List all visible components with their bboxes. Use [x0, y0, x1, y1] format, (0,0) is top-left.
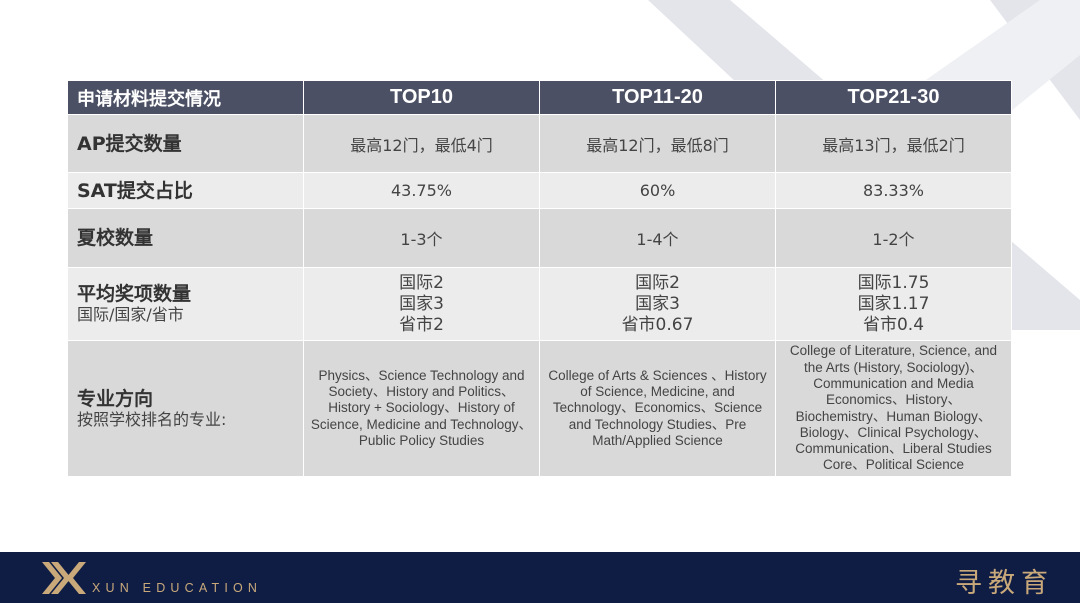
- row-label-main: SAT提交占比: [77, 179, 193, 202]
- table-cell: 43.75%: [303, 172, 540, 209]
- table-row-ap: AP提交数量 最高12门，最低4门 最高12门，最低8门 最高13门，最低2门: [67, 114, 1012, 173]
- header-cell-top11-20: TOP11-20: [539, 80, 776, 115]
- award-line: 国家1.17: [857, 293, 930, 314]
- header-cell-top10: TOP10: [303, 80, 540, 115]
- row-label-majors: 专业方向 按照学校排名的专业:: [67, 340, 304, 477]
- table-row-awards: 平均奖项数量 国际/国家/省市 国际2 国家3 省市2 国际2 国家3 省市0.…: [67, 267, 1012, 341]
- table-cell: 83.33%: [775, 172, 1012, 209]
- table-cell: 60%: [539, 172, 776, 209]
- table-cell: College of Literature, Science, and the …: [775, 340, 1012, 477]
- table-header-row: 申请材料提交情况 TOP10 TOP11-20 TOP21-30: [67, 80, 1012, 115]
- brand-name-en: XUN EDUCATION: [92, 581, 263, 595]
- row-label-sub: 按照学校排名的专业:: [77, 409, 227, 429]
- award-line: 国际2: [635, 272, 680, 293]
- table-cell: 1-4个: [539, 208, 776, 268]
- row-label-summer: 夏校数量: [67, 208, 304, 268]
- table-cell: 国际1.75 国家1.17 省市0.4: [775, 267, 1012, 341]
- table-row-sat: SAT提交占比 43.75% 60% 83.33%: [67, 172, 1012, 209]
- row-label-sat: SAT提交占比: [67, 172, 304, 209]
- brand-name-cn: 寻教育: [955, 568, 1054, 599]
- table-cell: 1-2个: [775, 208, 1012, 268]
- table-cell: 最高12门，最低8门: [539, 114, 776, 173]
- table-cell: 最高12门，最低4门: [303, 114, 540, 173]
- application-materials-table: 申请材料提交情况 TOP10 TOP11-20 TOP21-30 AP提交数量 …: [67, 80, 1012, 477]
- award-line: 国家3: [399, 293, 444, 314]
- table-row-summer: 夏校数量 1-3个 1-4个 1-2个: [67, 208, 1012, 268]
- table-cell: Physics、Science Technology and Society、H…: [303, 340, 540, 477]
- award-line: 省市2: [399, 314, 444, 335]
- header-cell-category: 申请材料提交情况: [67, 80, 304, 115]
- table-cell: 国际2 国家3 省市0.67: [539, 267, 776, 341]
- xun-logo-icon: [42, 562, 86, 594]
- row-label-sub: 国际/国家/省市: [77, 305, 184, 324]
- award-line: 国际1.75: [857, 272, 930, 293]
- award-line: 省市0.4: [862, 314, 925, 335]
- row-label-main: 夏校数量: [77, 227, 154, 249]
- row-label-main: 平均奖项数量: [77, 283, 192, 305]
- table-cell: College of Arts & Sciences 、History of S…: [539, 340, 776, 477]
- row-label-ap: AP提交数量: [67, 114, 304, 173]
- row-label-main: AP提交数量: [77, 132, 182, 155]
- footer-bar: XUN EDUCATION 寻教育: [0, 552, 1080, 603]
- table-cell: 1-3个: [303, 208, 540, 268]
- award-line: 国际2: [399, 272, 444, 293]
- row-label-awards: 平均奖项数量 国际/国家/省市: [67, 267, 304, 341]
- table-cell: 国际2 国家3 省市2: [303, 267, 540, 341]
- award-line: 省市0.67: [621, 314, 694, 335]
- table-row-majors: 专业方向 按照学校排名的专业: Physics、Science Technolo…: [67, 340, 1012, 477]
- row-label-main: 专业方向: [77, 387, 154, 410]
- header-cell-top21-30: TOP21-30: [775, 80, 1012, 115]
- table-cell: 最高13门，最低2门: [775, 114, 1012, 173]
- award-line: 国家3: [635, 293, 680, 314]
